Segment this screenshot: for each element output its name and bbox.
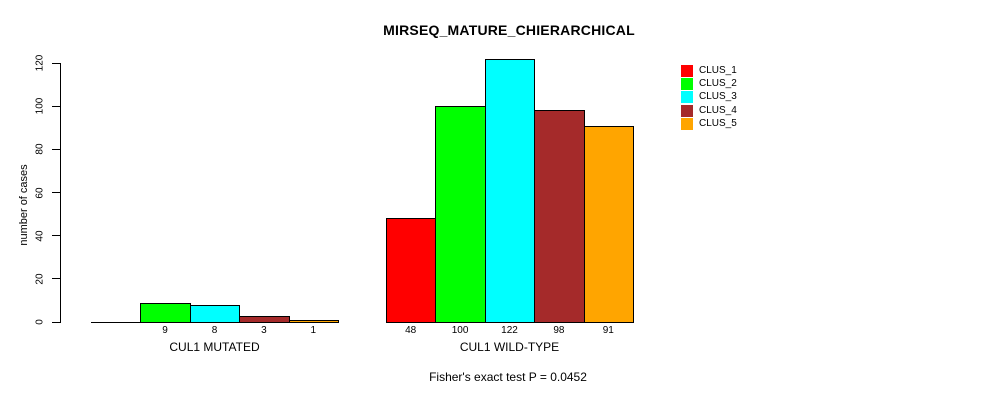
bar-value-label: 91 [602, 325, 614, 336]
bar-clus_5-group1 [288, 319, 339, 323]
y-tick-label: 120 [34, 54, 46, 72]
y-tick-label: 20 [34, 273, 46, 285]
chart-title: MIRSEQ_MATURE_CHIERARCHICAL [383, 22, 635, 38]
bar-value-label: 48 [405, 325, 417, 336]
legend-swatch [681, 64, 693, 77]
legend-label: CLUS_5 [699, 118, 737, 130]
bar-clus_3-group1 [189, 304, 241, 323]
legend-item: CLUS_5 [681, 118, 737, 131]
bar-value-label: 3 [261, 325, 267, 336]
bar-value-label: 1 [310, 325, 317, 336]
legend-swatch [681, 91, 693, 104]
y-tick-label: 80 [34, 143, 46, 155]
bar-value-label: 122 [501, 325, 518, 336]
y-tick-mark [52, 235, 60, 237]
bar-value-label: 100 [451, 325, 469, 336]
bar-value-label: 9 [162, 325, 168, 336]
y-tick-mark [52, 62, 60, 64]
y-tick-mark [52, 148, 60, 150]
y-axis-title: number of cases [18, 164, 30, 246]
y-tick-mark [52, 105, 60, 107]
legend-label: CLUS_1 [699, 64, 737, 76]
y-tick-label: 0 [34, 319, 46, 325]
bar-clus_1-group2 [386, 218, 437, 323]
bar-clus_5-group2 [583, 125, 634, 323]
legend-item: CLUS_3 [681, 91, 737, 104]
legend-label: CLUS_4 [699, 104, 737, 116]
y-tick-label: 40 [34, 230, 46, 242]
legend-label: CLUS_2 [699, 78, 737, 90]
bar-value-label: 8 [211, 325, 218, 336]
group-label: CUL1 WILD-TYPE [459, 340, 560, 354]
group-label: CUL1 MUTATED [169, 340, 260, 354]
fisher-test-note: Fisher's exact test P = 0.0452 [429, 370, 587, 384]
legend: CLUS_1 CLUS_2 CLUS_3 CLUS_4 CLUS_5 [681, 64, 737, 131]
y-tick-mark [52, 192, 60, 193]
bar-clus_2-group2 [435, 106, 486, 323]
y-tick-mark [52, 278, 60, 280]
y-tick-label: 100 [34, 97, 46, 115]
bar-value-label: 98 [553, 325, 565, 336]
legend-label: CLUS_3 [699, 91, 737, 103]
y-tick-label: 60 [34, 186, 46, 199]
legend-item: CLUS_4 [681, 104, 737, 117]
y-axis-line [60, 63, 61, 323]
bar-clus_4-group2 [534, 110, 585, 323]
legend-item: CLUS_2 [681, 77, 737, 91]
legend-swatch [681, 118, 693, 131]
legend-swatch [681, 78, 693, 91]
legend-swatch [681, 104, 693, 117]
bar-clus_4-group1 [239, 315, 290, 323]
bar-clus_2-group1 [140, 302, 191, 323]
legend-item: CLUS_1 [681, 64, 737, 77]
bar-clus_3-group2 [484, 58, 536, 323]
y-tick-mark [52, 321, 60, 323]
